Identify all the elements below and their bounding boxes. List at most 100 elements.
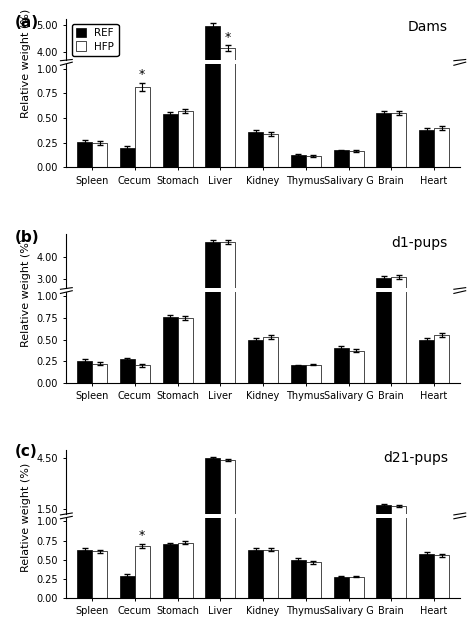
Bar bbox=[205, 242, 220, 348]
Bar bbox=[248, 523, 263, 535]
Text: (c): (c) bbox=[15, 444, 38, 459]
Bar bbox=[248, 336, 263, 348]
Bar bbox=[178, 330, 192, 348]
Bar bbox=[135, 87, 150, 167]
Bar bbox=[348, 339, 364, 348]
Bar bbox=[77, 549, 92, 598]
Bar bbox=[248, 131, 263, 167]
Bar bbox=[220, 0, 235, 383]
Bar bbox=[163, 523, 178, 535]
Bar bbox=[306, 526, 321, 535]
Bar bbox=[77, 152, 92, 159]
Bar bbox=[376, 120, 392, 383]
Text: (b): (b) bbox=[15, 230, 40, 245]
Bar bbox=[392, 145, 406, 159]
Bar bbox=[92, 524, 107, 535]
Text: Dams: Dams bbox=[408, 20, 448, 34]
Bar bbox=[348, 577, 364, 598]
Bar bbox=[263, 150, 278, 159]
Bar bbox=[263, 134, 278, 167]
Bar bbox=[263, 549, 278, 598]
Bar bbox=[77, 141, 92, 167]
Bar bbox=[334, 577, 348, 598]
Bar bbox=[205, 253, 220, 598]
Bar bbox=[434, 335, 449, 383]
Bar bbox=[392, 113, 406, 167]
Y-axis label: Relative weight (%): Relative weight (%) bbox=[21, 237, 31, 347]
Bar bbox=[419, 554, 434, 598]
Y-axis label: Relative weight (%): Relative weight (%) bbox=[21, 9, 31, 118]
Bar bbox=[220, 0, 235, 167]
Bar bbox=[263, 337, 278, 383]
Bar bbox=[92, 551, 107, 598]
Bar bbox=[120, 576, 135, 598]
Bar bbox=[205, 0, 220, 383]
Bar bbox=[263, 335, 278, 348]
Text: *: * bbox=[225, 31, 231, 44]
Bar bbox=[291, 156, 306, 159]
Bar bbox=[434, 555, 449, 598]
Bar bbox=[419, 149, 434, 159]
Bar bbox=[163, 330, 178, 348]
Text: (a): (a) bbox=[15, 16, 39, 31]
Bar bbox=[334, 151, 348, 167]
Bar bbox=[392, 506, 406, 535]
Bar bbox=[92, 152, 107, 159]
Bar bbox=[348, 530, 364, 535]
Bar bbox=[434, 128, 449, 167]
Bar bbox=[419, 130, 434, 167]
Bar bbox=[120, 154, 135, 159]
Bar bbox=[348, 351, 364, 383]
Bar bbox=[419, 525, 434, 535]
Bar bbox=[291, 366, 306, 383]
Bar bbox=[178, 543, 192, 598]
Y-axis label: Relative weight (%): Relative weight (%) bbox=[21, 463, 31, 572]
Bar bbox=[77, 341, 92, 348]
Bar bbox=[334, 348, 348, 383]
Bar bbox=[92, 343, 107, 348]
Legend: REF, HFP: REF, HFP bbox=[72, 24, 118, 56]
Bar bbox=[434, 148, 449, 159]
Bar bbox=[334, 155, 348, 159]
Bar bbox=[419, 340, 434, 383]
Bar bbox=[220, 262, 235, 598]
Bar bbox=[392, 277, 406, 348]
Text: d1-pups: d1-pups bbox=[392, 235, 448, 250]
Bar bbox=[120, 530, 135, 535]
Text: d21-pups: d21-pups bbox=[383, 452, 448, 465]
Bar bbox=[306, 156, 321, 159]
Bar bbox=[291, 343, 306, 348]
Bar bbox=[77, 523, 92, 535]
Bar bbox=[419, 336, 434, 348]
Bar bbox=[220, 460, 235, 535]
Bar bbox=[92, 143, 107, 167]
Bar bbox=[205, 458, 220, 535]
Bar bbox=[205, 0, 220, 167]
Bar bbox=[392, 115, 406, 383]
Bar bbox=[135, 546, 150, 598]
Bar bbox=[205, 26, 220, 159]
Bar bbox=[178, 144, 192, 159]
Bar bbox=[77, 361, 92, 383]
Bar bbox=[135, 137, 150, 159]
Bar bbox=[392, 472, 406, 598]
Bar bbox=[120, 341, 135, 348]
Bar bbox=[434, 525, 449, 535]
Bar bbox=[248, 549, 263, 598]
Bar bbox=[306, 343, 321, 348]
Bar bbox=[376, 505, 392, 535]
Bar bbox=[348, 151, 364, 167]
Bar bbox=[220, 48, 235, 159]
Bar bbox=[291, 526, 306, 535]
Bar bbox=[120, 148, 135, 167]
Bar bbox=[334, 530, 348, 535]
Bar bbox=[306, 364, 321, 383]
Bar bbox=[178, 318, 192, 383]
Bar bbox=[334, 338, 348, 348]
Bar bbox=[348, 155, 364, 159]
Bar bbox=[178, 522, 192, 535]
Bar bbox=[291, 559, 306, 598]
Bar bbox=[135, 366, 150, 383]
Text: *: * bbox=[139, 529, 146, 542]
Bar bbox=[376, 466, 392, 598]
